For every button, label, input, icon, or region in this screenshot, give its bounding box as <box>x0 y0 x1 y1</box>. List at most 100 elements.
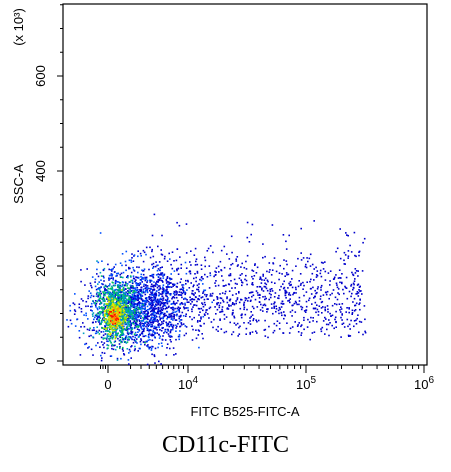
data-point <box>195 276 197 279</box>
data-point <box>163 315 165 318</box>
data-point <box>252 294 255 297</box>
data-point <box>291 326 294 328</box>
data-point <box>173 297 176 299</box>
data-point <box>251 295 253 298</box>
data-point <box>114 321 116 324</box>
data-point <box>100 302 102 305</box>
data-point <box>208 307 211 310</box>
data-point <box>223 318 226 320</box>
data-point <box>146 313 148 315</box>
data-point <box>129 312 131 315</box>
data-point <box>262 256 264 259</box>
data-point <box>143 311 145 313</box>
data-point <box>183 291 186 294</box>
data-point <box>125 303 128 305</box>
data-point <box>152 284 155 287</box>
data-point <box>278 272 281 274</box>
data-point <box>139 283 142 285</box>
data-point <box>205 311 207 314</box>
data-point <box>223 285 226 287</box>
data-point <box>165 282 168 284</box>
data-point <box>118 284 120 286</box>
data-point <box>241 262 243 265</box>
data-point <box>110 318 113 320</box>
data-point <box>284 294 287 297</box>
data-point <box>111 307 113 310</box>
data-point <box>156 332 158 334</box>
data-point <box>176 314 178 317</box>
data-point <box>283 311 285 313</box>
data-point <box>90 305 92 308</box>
data-point <box>195 280 197 283</box>
data-point <box>359 299 361 301</box>
data-point <box>243 304 245 307</box>
data-point <box>209 295 212 297</box>
data-point <box>180 322 183 324</box>
data-point <box>133 327 136 330</box>
data-point <box>150 285 152 288</box>
data-point <box>304 311 307 313</box>
data-point <box>117 299 119 302</box>
data-point <box>343 263 346 265</box>
data-point <box>354 272 357 274</box>
data-point <box>245 268 248 270</box>
data-point <box>320 284 323 287</box>
data-point <box>95 293 98 295</box>
data-point <box>120 276 122 278</box>
data-point <box>104 313 106 316</box>
data-point <box>161 254 164 256</box>
data-point <box>160 329 163 332</box>
data-point <box>99 289 101 292</box>
data-point <box>275 308 278 310</box>
data-point <box>98 293 100 296</box>
data-point <box>150 288 152 290</box>
data-point <box>150 319 152 321</box>
data-point <box>119 339 122 342</box>
data-point <box>198 346 200 349</box>
data-point <box>255 272 258 274</box>
data-point <box>241 284 243 287</box>
data-point <box>91 321 94 324</box>
data-point <box>197 297 200 300</box>
data-point <box>107 323 109 325</box>
data-point <box>223 245 226 248</box>
data-point <box>153 311 155 314</box>
data-point <box>98 333 101 335</box>
data-point <box>350 283 353 286</box>
data-point <box>147 322 150 325</box>
data-point <box>342 322 345 325</box>
data-point <box>133 289 136 292</box>
data-point <box>273 307 275 309</box>
data-point <box>238 326 240 329</box>
data-point <box>348 323 351 326</box>
data-point <box>103 298 105 300</box>
data-point <box>137 316 140 318</box>
data-point <box>152 303 154 305</box>
data-point <box>351 313 353 315</box>
data-point <box>129 292 131 294</box>
data-point <box>116 298 118 301</box>
data-point <box>327 308 329 311</box>
data-point <box>164 290 167 292</box>
data-point <box>110 269 112 271</box>
data-point <box>141 332 143 334</box>
data-point <box>161 345 163 347</box>
data-point <box>94 332 97 335</box>
data-point <box>168 277 171 279</box>
data-point <box>206 294 208 296</box>
data-point <box>105 338 108 340</box>
data-point <box>146 305 149 308</box>
data-point <box>151 334 153 337</box>
data-point <box>102 307 105 309</box>
data-point <box>136 304 139 306</box>
data-point <box>328 319 330 321</box>
data-point <box>80 298 83 300</box>
data-point <box>174 302 176 305</box>
data-point <box>165 299 168 302</box>
data-point <box>87 295 90 297</box>
data-point <box>102 310 104 312</box>
data-point <box>105 302 107 305</box>
data-point <box>156 329 158 331</box>
data-point <box>164 293 167 295</box>
data-point <box>147 339 149 342</box>
